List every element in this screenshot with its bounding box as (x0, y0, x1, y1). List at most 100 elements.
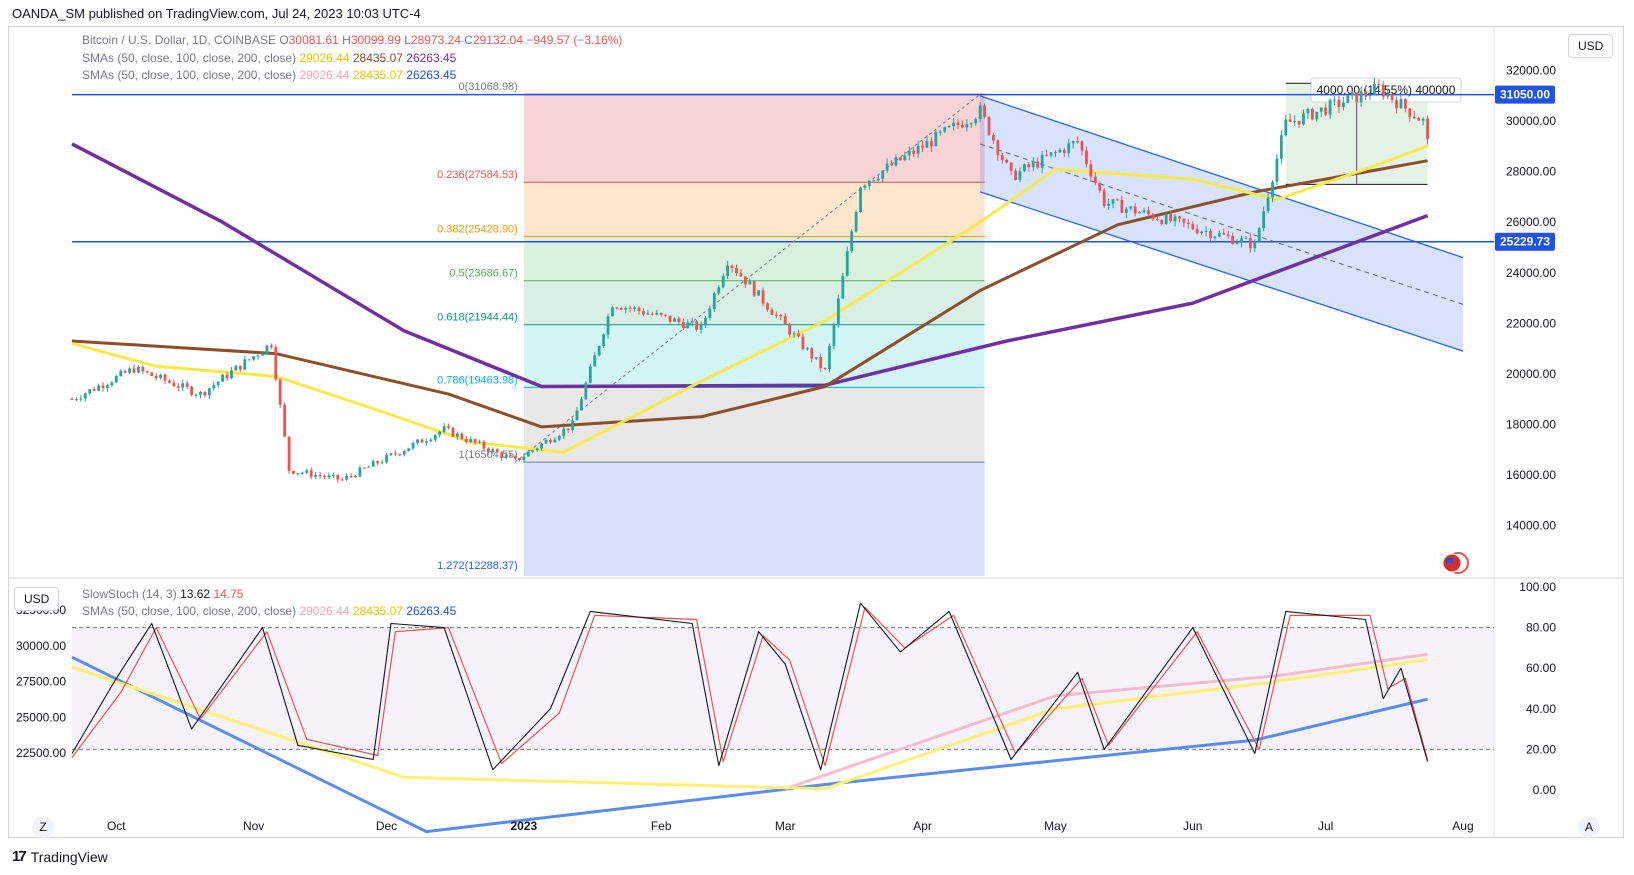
fib-level-label: 0.382(25428.90) (437, 224, 518, 236)
stoch-legend-row: SlowStoch (14, 3) 13.62 14.75 (82, 586, 243, 602)
candle (992, 133, 995, 145)
candle (526, 449, 530, 457)
candle (619, 306, 623, 311)
candle (650, 311, 654, 316)
fib-level-label: 1.272(12288.37) (437, 560, 518, 572)
candle (362, 467, 366, 469)
candle-body (1262, 211, 1266, 229)
candle-body (575, 410, 579, 421)
candle-body (783, 316, 787, 325)
candle (261, 352, 264, 356)
candle (588, 363, 592, 384)
time-tick-label: May (1044, 819, 1067, 833)
candle (1390, 93, 1394, 103)
candle (367, 465, 371, 468)
zoom-button[interactable]: Z (32, 816, 54, 838)
candle (1240, 235, 1243, 248)
candle-body (1129, 206, 1133, 209)
candle-body (1182, 218, 1186, 223)
candle-body (101, 385, 105, 388)
candle (872, 179, 876, 182)
candle (748, 278, 752, 285)
candle (854, 210, 858, 233)
candle (859, 186, 862, 213)
candle-body (859, 187, 862, 212)
candle (1204, 226, 1208, 237)
candle-body (597, 345, 601, 356)
candle-body (1408, 108, 1412, 117)
candle-body (1142, 210, 1146, 213)
candle (544, 438, 548, 444)
candle (318, 471, 322, 479)
fib-zone (523, 236, 985, 281)
ohlc-key-c: C (460, 33, 473, 47)
candle-body (978, 105, 982, 120)
candle (1200, 230, 1204, 235)
tradingview-logo[interactable]: 17 TradingView (12, 848, 108, 865)
candle (606, 313, 610, 339)
candle-body (416, 439, 419, 443)
auto-scale-button[interactable]: A (1578, 816, 1600, 838)
candle (1111, 199, 1115, 209)
candle-body (1023, 164, 1026, 172)
candle (1217, 230, 1221, 238)
candle-body (283, 404, 287, 437)
candle (1142, 207, 1146, 214)
candle (1213, 235, 1217, 241)
currency-button-top[interactable]: USD (1568, 34, 1614, 58)
candle-body (1372, 84, 1376, 96)
candle-body (845, 251, 849, 276)
candle (1085, 146, 1088, 168)
candle-body (385, 454, 388, 463)
candle (371, 459, 375, 467)
candle-body (602, 334, 605, 346)
candle (1319, 107, 1323, 118)
candle-body (841, 275, 845, 299)
candle (300, 471, 304, 475)
candle (323, 474, 326, 480)
candle (903, 151, 907, 162)
candle (850, 229, 854, 254)
candle-body (318, 474, 322, 477)
candle-body (79, 398, 83, 400)
candle-body (1421, 118, 1425, 121)
candle-body (305, 470, 309, 473)
candle-body (114, 375, 118, 383)
candle (1302, 109, 1305, 126)
candle-body (1284, 119, 1288, 136)
candle (345, 473, 349, 482)
candle-body (522, 456, 526, 461)
candle (482, 439, 486, 451)
candle-body (1417, 118, 1421, 121)
stoch-tick-label: 40.00 (1526, 702, 1556, 716)
candle (1005, 158, 1009, 164)
candle (890, 160, 893, 167)
candle-body (757, 290, 761, 296)
candle-body (1426, 118, 1429, 140)
currency-button-bottom[interactable]: USD (14, 587, 60, 611)
candle-body (664, 314, 668, 316)
time-tick-label: Feb (651, 819, 672, 833)
candle-body (1151, 214, 1155, 220)
candle-body (1062, 149, 1066, 154)
candle-body (1164, 214, 1168, 225)
candle (491, 447, 495, 454)
fib-level-label: 0.5(23686.67) (449, 268, 518, 280)
flag-canton (1446, 558, 1453, 563)
candle-body (952, 122, 955, 127)
candle-body (145, 371, 149, 373)
candle (1178, 215, 1181, 223)
candle (1226, 230, 1230, 240)
candle (1067, 138, 1071, 158)
candle-body (1337, 99, 1341, 107)
left-tick-label: 30000.00 (16, 639, 66, 653)
candle (1248, 233, 1252, 253)
candle (70, 396, 74, 401)
candle-body (885, 163, 889, 171)
candle-body (752, 281, 756, 296)
change-value: −949.57 (−3.16%) (526, 33, 623, 47)
candle (1297, 120, 1301, 128)
candle (190, 385, 194, 397)
candle-body (393, 453, 397, 455)
